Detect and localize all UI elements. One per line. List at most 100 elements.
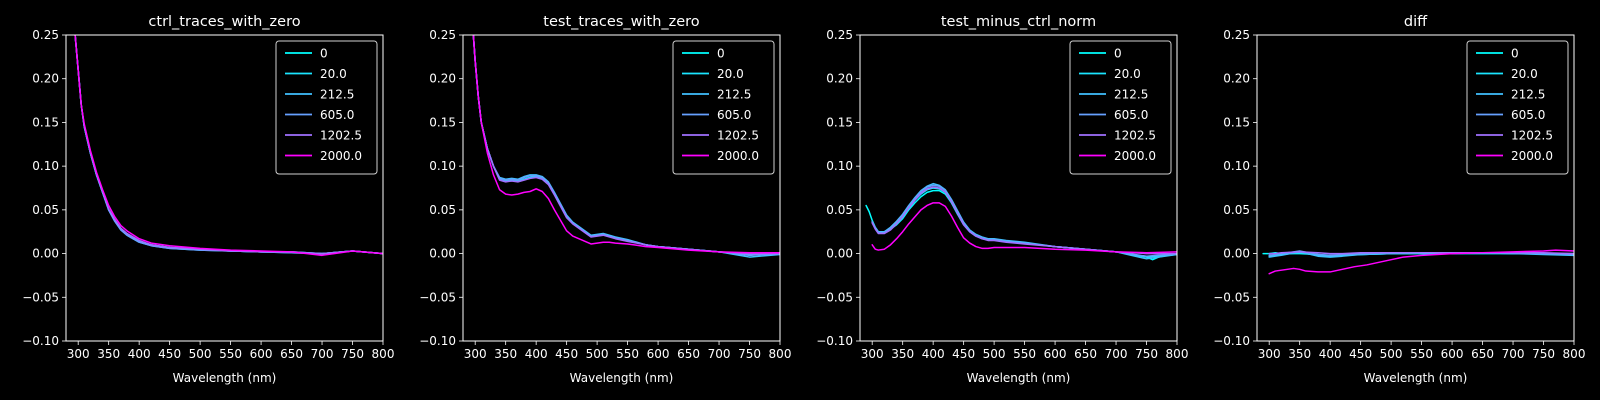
x-tick-label: 800 (1166, 347, 1189, 361)
y-tick-label: −0.10 (419, 334, 456, 348)
legend-label: 20.0 (1511, 67, 1538, 81)
legend-label: 20.0 (320, 67, 347, 81)
legend-label: 20.0 (717, 67, 744, 81)
x-tick-label: 300 (464, 347, 487, 361)
x-tick-label: 350 (494, 347, 517, 361)
series-line (871, 202, 1177, 254)
axes-frame (859, 34, 1178, 342)
x-tick-label: 500 (586, 347, 609, 361)
x-tick-label: 650 (1074, 347, 1097, 361)
x-tick-label: 500 (983, 347, 1006, 361)
legend-label: 605.0 (1511, 108, 1545, 122)
y-tick-label: −0.05 (22, 290, 59, 304)
x-tick-label: 300 (67, 347, 90, 361)
legend-label: 0 (1114, 47, 1122, 61)
x-tick-label: 450 (555, 347, 578, 361)
x-tick-label: 800 (372, 347, 395, 361)
legend-label: 0 (320, 47, 328, 61)
legend: 0 20.0 212.5 605.0 1202.5 2000.0 (1069, 40, 1172, 175)
legend-label: 2000.0 (1511, 149, 1553, 163)
subplot-title: ctrl_traces_with_zero (148, 14, 300, 30)
x-tick-label: 400 (1319, 347, 1342, 361)
legend-label: 0 (717, 47, 725, 61)
x-tick-label: 600 (1044, 347, 1067, 361)
x-tick-label: 400 (922, 347, 945, 361)
x-axis-label: Wavelength (nm) (570, 371, 674, 385)
subplot: test_minus_ctrl_norm Wavelength (nm) 300… (816, 14, 1188, 385)
x-tick-label: 750 (1532, 347, 1555, 361)
y-tick-label: −0.05 (816, 290, 853, 304)
legend-label: 1202.5 (1511, 129, 1553, 143)
series-group (74, 35, 383, 257)
legend-label: 2000.0 (320, 149, 362, 163)
x-tick-label: 550 (219, 347, 242, 361)
y-tick-label: 0.20 (1223, 72, 1250, 86)
series-group (472, 35, 780, 258)
x-tick-label: 600 (250, 347, 273, 361)
x-tick-label: 800 (1563, 347, 1586, 361)
series-group (1262, 249, 1574, 275)
legend-label: 605.0 (717, 108, 751, 122)
series-line (472, 35, 780, 255)
x-tick-label: 600 (1441, 347, 1464, 361)
legend-label: 20.0 (1114, 67, 1141, 81)
x-tick-label: 650 (280, 347, 303, 361)
x-tick-label: 450 (952, 347, 975, 361)
subplot-title: diff (1404, 14, 1428, 30)
series-group (865, 182, 1177, 261)
legend-label: 212.5 (1511, 88, 1545, 102)
x-tick-label: 750 (1135, 347, 1158, 361)
x-tick-label: 350 (97, 347, 120, 361)
y-tick-label: 0.05 (826, 203, 853, 217)
x-tick-label: 800 (769, 347, 792, 361)
y-tick-label: 0.25 (826, 28, 853, 42)
y-tick-label: 0.25 (429, 28, 456, 42)
y-tick-label: 0.10 (826, 159, 853, 173)
x-tick-label: 750 (341, 347, 364, 361)
x-tick-label: 300 (861, 347, 884, 361)
x-tick-label: 700 (311, 347, 334, 361)
legend-label: 1202.5 (1114, 129, 1156, 143)
y-tick-label: 0.25 (32, 28, 59, 42)
series-line (74, 35, 383, 257)
y-tick-label: 0.20 (429, 72, 456, 86)
subplot-title: test_traces_with_zero (543, 14, 700, 30)
y-tick-label: 0.20 (826, 72, 853, 86)
x-tick-label: 650 (677, 347, 700, 361)
legend-label: 212.5 (1114, 88, 1148, 102)
y-tick-label: 0.10 (1223, 159, 1250, 173)
legend-label: 2000.0 (717, 149, 759, 163)
x-tick-label: 650 (1471, 347, 1494, 361)
x-axis-label: Wavelength (nm) (173, 371, 277, 385)
y-tick-label: 0.00 (429, 247, 456, 261)
y-tick-label: 0.15 (826, 115, 853, 129)
legend: 0 20.0 212.5 605.0 1202.5 2000.0 (672, 40, 775, 175)
x-tick-label: 400 (525, 347, 548, 361)
y-tick-label: 0.10 (429, 159, 456, 173)
x-tick-label: 750 (738, 347, 761, 361)
subplot: diff Wavelength (nm) 300 350 400 450 500 550 6… (1213, 14, 1585, 385)
y-tick-label: 0.15 (32, 115, 59, 129)
legend-label: 605.0 (1114, 108, 1148, 122)
y-tick-label: 0.00 (826, 247, 853, 261)
y-tick-label: 0.20 (32, 72, 59, 86)
x-tick-label: 400 (128, 347, 151, 361)
x-tick-label: 350 (891, 347, 914, 361)
y-tick-label: 0.00 (32, 247, 59, 261)
x-tick-label: 550 (616, 347, 639, 361)
axes-frame (1256, 34, 1575, 342)
x-tick-label: 550 (1013, 347, 1036, 361)
x-tick-label: 600 (647, 347, 670, 361)
axes-frame (462, 34, 781, 342)
y-tick-label: 0.25 (1223, 28, 1250, 42)
x-tick-label: 300 (1258, 347, 1281, 361)
y-tick-label: 0.10 (32, 159, 59, 173)
y-tick-label: 0.15 (429, 115, 456, 129)
y-tick-label: 0.05 (429, 203, 456, 217)
series-line (871, 186, 1177, 255)
subplot: ctrl_traces_with_zero Wavelength (nm) 30… (22, 14, 395, 385)
x-tick-label: 700 (1502, 347, 1525, 361)
x-axis-label: Wavelength (nm) (1364, 371, 1468, 385)
x-tick-label: 350 (1288, 347, 1311, 361)
